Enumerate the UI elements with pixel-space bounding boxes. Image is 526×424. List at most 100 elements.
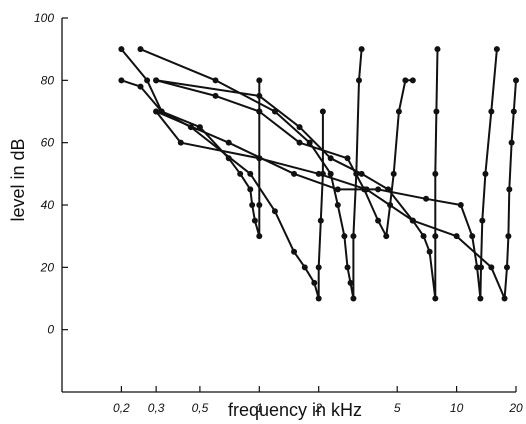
- data-point: [363, 186, 370, 193]
- data-point: [271, 208, 278, 215]
- x-tick-label: 5: [394, 401, 401, 415]
- data-point: [344, 155, 351, 162]
- data-point: [420, 233, 427, 240]
- data-point: [482, 170, 489, 177]
- data-point: [291, 248, 298, 255]
- data-point: [196, 124, 203, 131]
- data-point: [383, 233, 390, 240]
- data-point: [225, 139, 232, 146]
- data-point: [395, 108, 402, 115]
- data-point: [423, 195, 430, 202]
- series-line-3: [140, 48, 363, 300]
- data-point: [508, 139, 515, 146]
- x-tick-label: 1: [256, 401, 263, 415]
- data-point: [319, 108, 326, 115]
- data-point: [327, 170, 334, 177]
- data-point: [118, 46, 125, 53]
- data-point: [433, 108, 440, 115]
- data-point: [375, 186, 382, 193]
- data-point: [341, 233, 348, 240]
- data-point: [358, 46, 365, 53]
- data-point: [334, 186, 341, 193]
- x-tick-label: 0,5: [192, 401, 209, 415]
- data-point: [256, 202, 263, 208]
- data-point: [347, 279, 354, 286]
- data-point: [212, 77, 219, 84]
- x-tick-label: 0,2: [113, 401, 130, 415]
- data-point: [469, 233, 476, 240]
- data-point: [488, 108, 495, 115]
- data-point: [409, 217, 416, 224]
- data-point: [505, 233, 512, 240]
- axes: [61, 18, 516, 393]
- data-point: [503, 264, 510, 271]
- data-point: [432, 295, 439, 302]
- data-point: [249, 202, 256, 208]
- data-point: [350, 295, 357, 302]
- data-point: [137, 83, 144, 90]
- data-point: [251, 217, 258, 224]
- data-point: [426, 248, 433, 255]
- data-point: [409, 77, 416, 84]
- data-point: [327, 155, 334, 162]
- data-point: [144, 77, 151, 84]
- y-tick-label: 80: [41, 73, 55, 87]
- data-point: [432, 170, 439, 177]
- data-point: [432, 233, 439, 240]
- data-point: [434, 46, 441, 53]
- data-point: [315, 170, 322, 177]
- x-tick-label: 0,3: [148, 401, 165, 415]
- data-point: [390, 170, 397, 177]
- x-tick-label: 20: [508, 401, 523, 415]
- y-tick-label: 20: [40, 260, 55, 274]
- data-point: [153, 77, 160, 84]
- data-point: [247, 186, 254, 193]
- series-line-4: [155, 79, 413, 238]
- data-point: [506, 186, 513, 193]
- data-point: [510, 108, 517, 115]
- data-point: [256, 108, 263, 115]
- data-point: [453, 233, 460, 240]
- data-point: [137, 46, 144, 53]
- data-point: [358, 170, 365, 177]
- data-point: [477, 295, 484, 302]
- data-point: [247, 170, 254, 177]
- y-tick-label: 60: [41, 136, 55, 150]
- data-point: [457, 202, 464, 208]
- data-point: [291, 170, 298, 177]
- data-point: [256, 233, 263, 240]
- data-point: [237, 170, 244, 177]
- y-tick-label: 40: [41, 198, 55, 212]
- data-point: [306, 139, 313, 146]
- y-axis-title: level in dB: [8, 138, 28, 221]
- data-point: [256, 92, 263, 99]
- data-point: [334, 202, 341, 208]
- data-point: [311, 279, 318, 286]
- data-point: [488, 264, 495, 271]
- data-point: [301, 264, 308, 271]
- series-line-5: [155, 49, 439, 300]
- data-point: [256, 77, 263, 84]
- data-point: [375, 217, 382, 224]
- data-point: [501, 295, 508, 302]
- y-tick-label: 0: [47, 323, 54, 337]
- data-point: [296, 139, 303, 146]
- x-axis-title: frequency in kHz: [228, 400, 362, 420]
- x-tick-label: 2: [314, 401, 322, 415]
- data-point: [350, 233, 357, 240]
- data-point: [315, 264, 322, 271]
- data-point: [493, 46, 500, 53]
- data-point: [513, 77, 519, 84]
- series-line-2: [120, 48, 324, 300]
- data-point: [344, 264, 351, 271]
- y-tick-label: 100: [34, 11, 54, 25]
- data-point: [315, 295, 322, 302]
- y-ticks: 0 20 40 60 80 100: [34, 11, 68, 337]
- data-point: [153, 108, 160, 115]
- data-point: [212, 92, 219, 99]
- data-point: [478, 264, 485, 271]
- data-point: [296, 124, 303, 131]
- x-ticks: 0,2 0,3 0,5 1 2 5 10 20: [113, 386, 523, 415]
- data-point: [355, 77, 362, 84]
